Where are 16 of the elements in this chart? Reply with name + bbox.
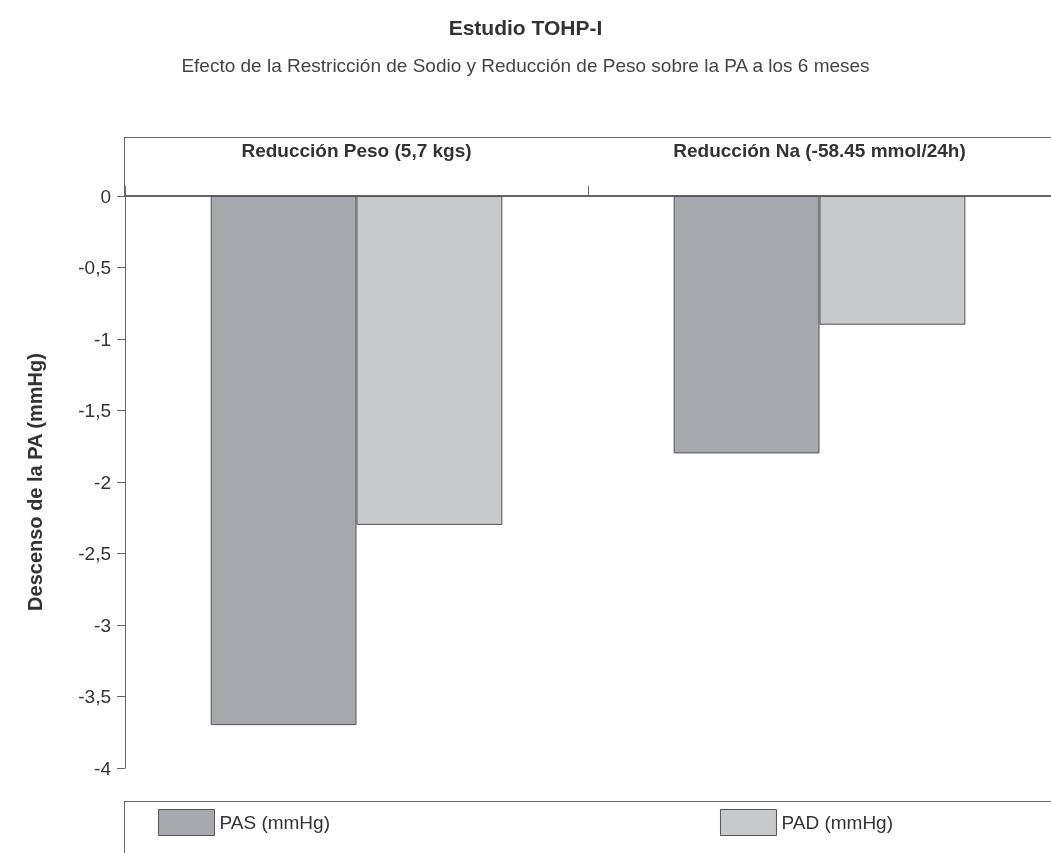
- chart-subtitle: Efecto de la Restricción de Sodio y Reducción de Peso sobre la PA a los 6 meses: [181, 55, 870, 76]
- y-tick-label: -0,5: [78, 257, 111, 278]
- y-tick-label: -2,5: [78, 543, 111, 564]
- chart-title: Estudio TOHP-I: [448, 16, 603, 39]
- x-tick-label: Reducción Na (-58.45 mmol/24h): [673, 140, 966, 161]
- y-tick-label: -2: [94, 471, 111, 493]
- x-tick-label: Reducción Peso (5,7 kgs): [241, 140, 472, 161]
- legend-label: PAD (mmHg): [781, 812, 894, 833]
- y-tick-label: -3: [94, 614, 111, 636]
- y-axis-title: Descenso de la PA (mmHg): [24, 353, 46, 611]
- y-tick-label: -1,5: [78, 400, 111, 421]
- y-tick-label: -4: [94, 757, 112, 779]
- y-tick-label: -1: [94, 328, 111, 350]
- y-tick-label: 0: [100, 185, 111, 207]
- legend-label: PAS (mmHg): [219, 812, 330, 833]
- y-tick-label: -3,5: [78, 686, 111, 707]
